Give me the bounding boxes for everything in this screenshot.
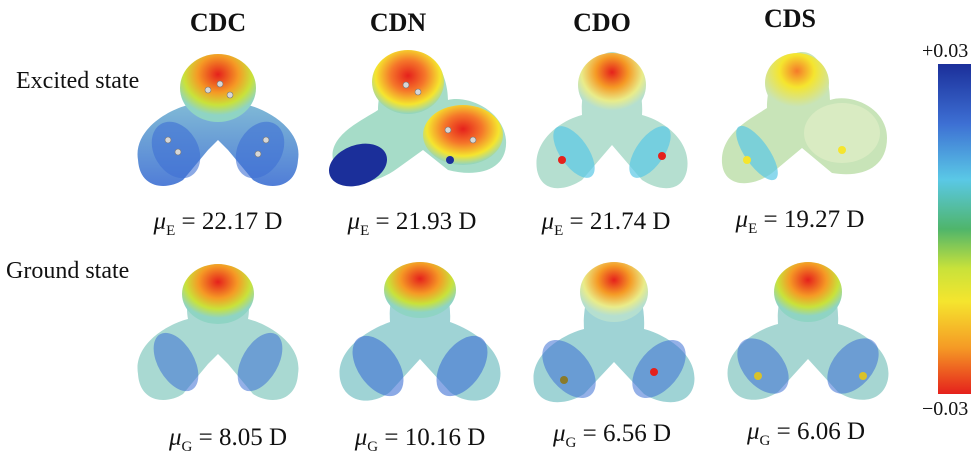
mu-subscript: G [565,435,577,451]
esp-surface-image [536,52,688,189]
esp-map-cds-excited [712,38,892,198]
esp-map-cds-ground [718,254,898,414]
esp-map-cdo-excited [522,40,702,200]
dipole-ground-cdc: μG = 8.05 D [128,424,328,456]
mu-symbol: μ [347,208,361,235]
esp-surface-image [137,264,299,400]
mu-symbol: μ [746,418,760,445]
colorbar-max-label: +0.03 [922,40,969,62]
column-title-cdc: CDC [189,8,247,37]
row-label-ground: Ground state [6,258,130,284]
dipole-ground-cdo: μG = 6.56 D [512,420,712,452]
column-title-cdo: CDO [573,8,631,37]
dipole-value: = 21.93 D [375,208,477,235]
dipole-value: = 21.74 D [569,208,671,235]
dipole-value: = 10.16 D [384,424,486,451]
esp-map-cdc-excited [128,40,308,200]
esp-map-cdo-ground [524,254,704,414]
mu-symbol: μ [552,420,566,447]
esp-surface-image [721,52,887,184]
mu-symbol: μ [168,424,182,451]
dipole-value: = 19.27 D [763,206,865,233]
esp-surface-image [533,262,695,403]
colorbar-min-label: −0.03 [922,398,969,420]
colorbar [938,64,971,394]
esp-map-cdn-ground [330,254,510,414]
esp-map-cdn-excited [328,40,508,200]
dipole-value: = 6.56 D [582,420,672,447]
mu-subscript: E [360,223,370,239]
mu-subscript: G [759,433,771,449]
dipole-value: = 22.17 D [181,208,283,235]
mu-symbol: μ [354,424,368,451]
dipole-excited-cdc: μE = 22.17 D [118,208,318,240]
dipole-excited-cdo: μE = 21.74 D [506,208,706,240]
esp-surface-image [339,262,501,401]
esp-map-cdc-ground [128,254,308,414]
esp-surface-image [137,54,299,186]
column-title-cds: CDS [763,4,816,33]
mu-symbol: μ [735,206,749,233]
row-label-excited: Excited state [16,68,140,94]
mu-subscript: G [181,439,193,455]
mu-subscript: E [166,223,176,239]
mu-subscript: E [554,223,564,239]
esp-surface-image [328,50,507,187]
mu-symbol: μ [153,208,167,235]
mu-symbol: μ [541,208,555,235]
mu-subscript: E [748,221,758,237]
dipole-value: = 8.05 D [198,424,288,451]
dipole-excited-cdn: μE = 21.93 D [312,208,512,240]
mu-subscript: G [367,439,379,455]
dipole-value: = 6.06 D [776,418,866,445]
dipole-excited-cds: μE = 19.27 D [700,206,900,238]
dipole-ground-cds: μG = 6.06 D [706,418,906,450]
column-title-cdn: CDN [369,8,427,37]
esp-surface-image [727,262,889,400]
dipole-ground-cdn: μG = 10.16 D [320,424,520,456]
